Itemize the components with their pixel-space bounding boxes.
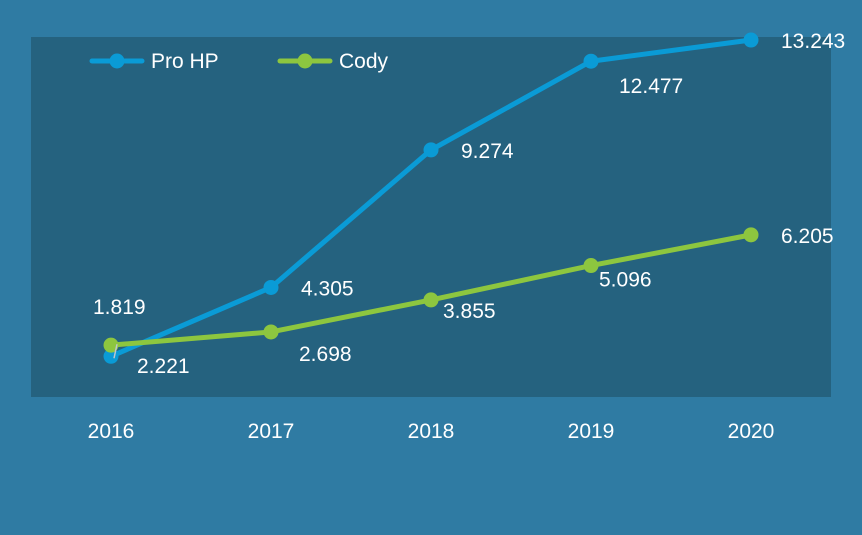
data-point-pro-hp-2020 (743, 32, 759, 48)
data-labels: 1.819 4.305 9.274 12.477 13.243 2.221 2.698 3.8… (93, 30, 845, 378)
data-label-cody-2016: 2.221 (137, 355, 190, 378)
data-label-cody-2018: 3.855 (443, 300, 496, 323)
data-label-pro-hp-2016: 1.819 (93, 296, 146, 319)
data-label-cody-2020: 6.205 (781, 225, 834, 248)
data-point-cody-2016 (103, 337, 119, 353)
data-point-cody-2017 (263, 324, 279, 340)
x-axis: 2016 2017 2018 2019 2020 (88, 420, 775, 443)
legend-marker-cody (297, 53, 313, 69)
legend-label-cody: Cody (339, 50, 389, 73)
data-label-cody-2017: 2.698 (299, 343, 352, 366)
x-tick-label-2018: 2018 (408, 420, 455, 443)
data-point-cody-2018 (423, 292, 439, 308)
data-label-pro-hp-2019: 12.477 (619, 75, 683, 98)
data-label-pro-hp-2017: 4.305 (301, 277, 354, 300)
x-tick-label-2019: 2019 (568, 420, 615, 443)
x-tick-label-2017: 2017 (248, 420, 295, 443)
x-tick-label-2016: 2016 (88, 420, 135, 443)
data-point-cody-2019 (583, 258, 599, 274)
data-label-pro-hp-2018: 9.274 (461, 140, 514, 163)
data-point-cody-2020 (743, 227, 759, 243)
data-label-cody-2019: 5.096 (599, 269, 652, 292)
legend-label-pro-hp: Pro HP (151, 50, 219, 73)
data-point-pro-hp-2018 (423, 142, 439, 158)
leader-line (113, 344, 118, 359)
data-point-pro-hp-2019 (583, 53, 599, 69)
plot-area (31, 37, 831, 397)
legend: Pro HP Cody (89, 50, 389, 73)
legend-marker-pro-hp (109, 53, 125, 69)
x-tick-label-2020: 2020 (728, 420, 775, 443)
data-label-pro-hp-2020: 13.243 (781, 30, 845, 53)
data-point-pro-hp-2017 (263, 279, 279, 295)
series-layer (103, 32, 759, 364)
